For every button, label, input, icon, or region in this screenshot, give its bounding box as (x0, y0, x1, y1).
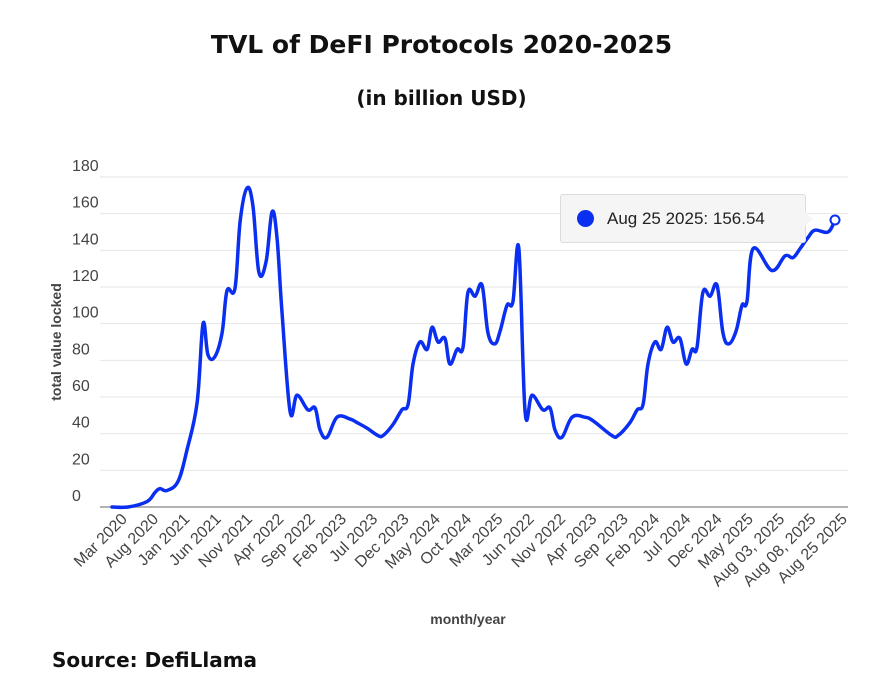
y-tick-label: 180 (72, 158, 99, 175)
tvl-series-line[interactable] (110, 185, 837, 510)
y-tick-label: 60 (72, 378, 90, 395)
chart-title: TVL of DeFI Protocols 2020-2025 (210, 30, 673, 59)
x-axis-label: month/year (430, 611, 506, 627)
chart-subtitle: (in billion USD) (356, 86, 527, 110)
tooltip: Aug 25 2025: 156.54 (560, 194, 813, 243)
y-tick-label: 140 (72, 231, 99, 248)
y-tick-label: 20 (72, 451, 90, 468)
highlight-point[interactable] (829, 214, 841, 226)
y-tick-label: 80 (72, 341, 90, 358)
tooltip-text: Aug 25 2025: 156.54 (607, 208, 765, 228)
y-tick-label: 100 (72, 305, 99, 322)
y-axis-label: total value locked (48, 283, 64, 400)
series-dot-icon (577, 210, 594, 227)
y-tick-label: 120 (72, 268, 99, 285)
y-tick-label: 160 (72, 195, 99, 212)
y-tick-label: 40 (72, 415, 90, 432)
y-tick-label: 0 (72, 488, 81, 505)
source-note: Source: DefiLlama (52, 648, 258, 672)
